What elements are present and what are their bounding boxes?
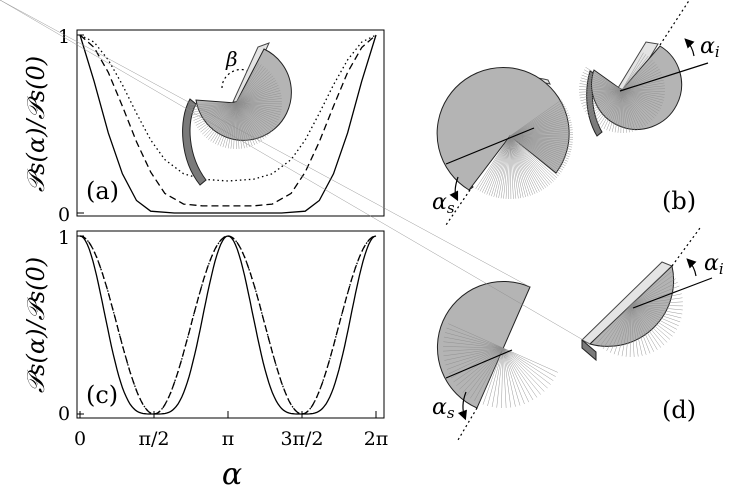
inset-cut-disk: β — [182, 42, 292, 186]
panel-b-signal-arrow — [449, 176, 459, 202]
panel-a-series-dashed — [79, 34, 377, 207]
panel-d-idler-disk-rays — [0, 0, 683, 357]
panel-c-xtick-label-0: 0 — [74, 428, 86, 450]
panel-c-xticks: 0 π/2 π 3π/2 2π — [74, 411, 388, 450]
panel-b-alpha-i-label: αi — [700, 34, 720, 61]
panel-c-series-dotted-2 — [79, 235, 377, 415]
panel-d-idler-arrow — [686, 258, 697, 277]
panel-d-signal-disk-face — [437, 280, 531, 409]
panel-a-y-axis-label: 𝒫s(α)/𝒫s(0) — [22, 56, 50, 192]
panel-c-y-axis-label: 𝒫s(α)/𝒫s(0) — [22, 257, 50, 393]
panel-c-ytick-label-1: 1 — [58, 227, 70, 249]
panel-d-signal-arrow — [457, 391, 467, 421]
panel-c-frame — [76, 230, 385, 419]
panel-d-signal-disk-rays — [0, 0, 558, 408]
panel-b-idler-arrow — [684, 38, 695, 57]
panel-c-panel-label: (c) — [86, 381, 118, 409]
panel-c-xtick-label-1: π/2 — [139, 428, 170, 450]
panel-c-xtick-label-2: π — [222, 428, 235, 450]
panel-c-xtick-label-4: 2π — [364, 428, 389, 450]
panel-b-idler-disk: αi — [579, 0, 720, 137]
panel-d-panel-label: (d) — [662, 396, 696, 424]
panel-b-panel-label: (b) — [662, 187, 696, 215]
panel-a-frame — [76, 29, 385, 217]
inset-beta-label: β — [225, 47, 238, 71]
panel-c-series-solid-0 — [79, 235, 377, 415]
panel-d-idler-disk: αi — [0, 0, 724, 362]
panel-c-x-axis-label: α — [222, 457, 242, 492]
panel-b-signal-axis-line — [445, 127, 535, 165]
panel-d-idler-dotted-line — [671, 227, 701, 267]
panel-a-ytick-label-0: 0 — [58, 204, 70, 226]
panel-d-alpha-s-label: αs — [432, 395, 455, 422]
panel-d-signal-disk: αs — [0, 0, 558, 441]
panel-a-series-solid — [79, 34, 377, 214]
panel-b-idler-axis-line — [619, 62, 709, 92]
panel-a-ytick-label-1: 1 — [58, 26, 70, 48]
panel-d-idler-axis-line — [632, 277, 713, 309]
panel-b-diagram: αs αi (b) — [432, 0, 720, 226]
panel-c-series-group — [79, 235, 377, 415]
panel-b-signal-disk: αs — [432, 67, 573, 226]
panel-d-signal-axis-line — [445, 349, 513, 379]
panel-c-series-dashed-1 — [79, 235, 377, 415]
panel-d-idler-disk-side — [581, 338, 597, 362]
panel-a-panel-label: (a) — [86, 177, 119, 205]
panel-d-signal-dotted-line — [457, 407, 478, 441]
panel-b-alpha-s-label: αs — [432, 190, 455, 217]
panel-c-plot: 1 0 (c) 𝒫s(α)/𝒫s(0) 0 π/2 π 3π/2 2π α — [22, 227, 388, 492]
inset-disk-side — [182, 98, 207, 186]
panel-d-diagram: αs αi (d) — [0, 0, 724, 441]
panel-c-ytick-label-0: 0 — [58, 403, 70, 425]
panel-c-xtick-label-3: 3π/2 — [280, 428, 323, 450]
panel-b-idler-disk-rays — [579, 52, 665, 133]
panel-b-signal-disk-rays — [475, 99, 573, 199]
panel-b-signal-disk-face — [436, 67, 570, 191]
panel-a-series-group — [79, 34, 377, 214]
panel-d-alpha-i-label: αi — [704, 251, 724, 278]
panel-b-signal-dotted-line — [445, 189, 471, 226]
panel-b-idler-dotted-line — [659, 0, 691, 46]
panel-a-plot: 1 0 (a) 𝒫s(α)/𝒫s(0) β — [22, 26, 385, 226]
